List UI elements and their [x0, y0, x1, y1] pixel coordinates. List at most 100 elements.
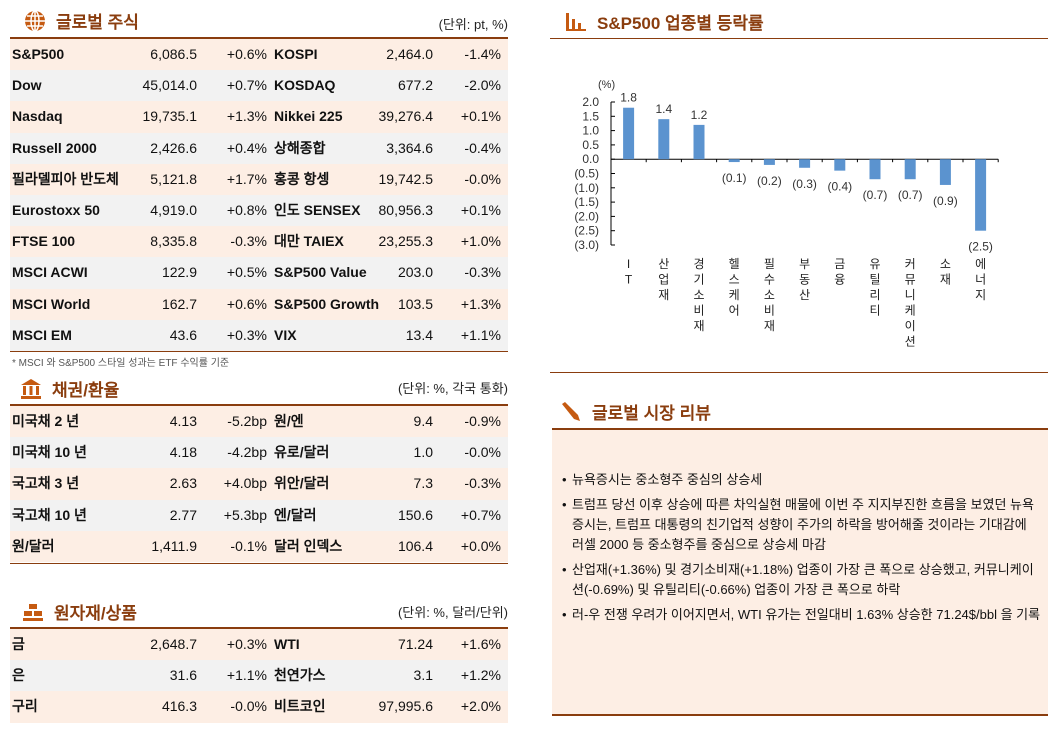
name-cell: 상해종합 — [274, 139, 326, 156]
change-cell: -0.0% — [464, 170, 501, 187]
globe-icon — [25, 9, 45, 32]
review-bullet: 트럼프 당선 이후 상승에 따른 차익실현 매물에 이번 주 지지부진한 흐름을… — [562, 495, 1042, 555]
value-cell: 122.9 — [161, 264, 197, 281]
y-tick-label: (1.5) — [574, 195, 599, 209]
name-cell: 원/엔 — [274, 413, 304, 429]
title-text: 채권/환율 — [52, 381, 120, 400]
section-title-bonds-fx: 채권/환율 — [20, 376, 119, 401]
name-cell: Nikkei 225 — [274, 108, 343, 125]
name-cell: MSCI ACWI — [12, 264, 88, 281]
value-cell: 2.63 — [169, 475, 197, 492]
bar — [975, 159, 987, 231]
name-cell: KOSPI — [274, 46, 318, 62]
change-cell: +1.3% — [460, 295, 501, 312]
value-cell: 13.4 — [405, 326, 433, 343]
table-row: Dow 45,014.0 +0.7% KOSDAQ 677.2 -2.0% — [10, 70, 508, 102]
name-cell: Russell 2000 — [12, 139, 97, 156]
change-cell: -0.9% — [464, 413, 501, 429]
data-label: (0.7) — [863, 188, 888, 202]
data-label: 1.2 — [691, 108, 708, 122]
change-cell: +1.1% — [460, 326, 501, 343]
section-title-commodities: 원자재/상품 — [22, 599, 137, 624]
name-cell: 원/달러 — [12, 537, 55, 554]
y-tick-label: 2.0 — [582, 95, 599, 109]
bank-icon — [21, 378, 41, 399]
bar — [799, 159, 811, 168]
name-cell: FTSE 100 — [12, 233, 76, 250]
commodities-table: 금 2,648.7 +0.3% WTI 71.24 +1.6% 은 31.6 +1.1% 천연가스… — [10, 629, 508, 723]
chart-title: S&P500 업종별 등락률 — [597, 14, 764, 33]
value-cell: 150.6 — [397, 506, 433, 523]
bar — [939, 159, 951, 185]
change-cell: +4.0bp — [223, 475, 267, 492]
change-cell: +1.6% — [460, 636, 501, 652]
table-row: 국고채 10 년 2.77 +5.3bp 엔/달러 150.6 +0.7% — [10, 499, 508, 531]
value-cell: 6,086.5 — [150, 46, 197, 62]
table-row: 미국채 10 년 4.18 -4.2bp 유로/달러 1.0 -0.0% — [10, 437, 508, 469]
bar — [623, 107, 635, 160]
bar — [763, 159, 775, 165]
unit-label: (단위: %, 달러/단위) — [397, 605, 508, 620]
value-cell: 3.1 — [413, 667, 433, 684]
value-cell: 4,919.0 — [150, 201, 197, 218]
table-row: 구리 416.3 -0.0% 비트코인 97,995.6 +2.0% — [10, 691, 508, 723]
value-cell: 9.4 — [413, 413, 433, 429]
change-cell: -2.0% — [464, 77, 501, 94]
title-text: 글로벌 주식 — [56, 13, 139, 32]
unit-label: (단위: %, 각국 통화) — [397, 381, 508, 396]
name-cell: S&P500 Value — [274, 264, 367, 281]
name-cell: MSCI World — [12, 295, 91, 312]
change-cell: +0.0% — [460, 537, 501, 554]
change-cell: +0.6% — [226, 46, 267, 62]
value-cell: 19,735.1 — [142, 108, 198, 125]
change-cell: +0.4% — [226, 139, 267, 156]
data-label: (0.3) — [792, 177, 817, 191]
y-axis-label: (%) — [598, 79, 615, 91]
y-tick-label: 1.5 — [582, 109, 599, 123]
bar — [728, 159, 740, 163]
y-tick-label: (2.5) — [574, 224, 599, 238]
name-cell: 금 — [12, 636, 25, 652]
value-cell: 4.18 — [169, 444, 197, 461]
table-row: MSCI EM 43.6 +0.3% VIX 13.4 +1.1% — [10, 319, 508, 351]
name-cell: 엔/달러 — [274, 506, 317, 523]
change-cell: +0.7% — [226, 77, 267, 94]
value-cell: 19,742.5 — [378, 170, 434, 187]
bar — [658, 119, 670, 160]
data-label: (0.9) — [933, 194, 958, 208]
gold-bars-icon — [23, 603, 43, 621]
change-cell: +0.3% — [226, 326, 267, 343]
table-row: Eurostoxx 50 4,919.0 +0.8% 인도 SENSEX 80,956.… — [10, 194, 508, 227]
change-cell: -0.4% — [464, 139, 501, 156]
name-cell: 유로/달러 — [274, 444, 330, 461]
change-cell: +0.1% — [460, 108, 501, 125]
name-cell: 은 — [12, 667, 25, 684]
change-cell: +0.8% — [226, 201, 267, 218]
table-row: MSCI ACWI 122.9 +0.5% S&P500 Value 203.0 -0.3… — [10, 257, 508, 289]
change-cell: +1.0% — [460, 233, 501, 250]
name-cell: 국고채 10 년 — [12, 506, 87, 523]
change-cell: -4.2bp — [227, 444, 267, 461]
title-text: 글로벌 시장 리뷰 — [592, 404, 711, 423]
name-cell: 달러 인덱스 — [274, 537, 343, 554]
y-tick-label: (2.0) — [574, 209, 599, 223]
y-tick-label: (1.0) — [574, 181, 599, 195]
y-tick-label: 1.0 — [582, 124, 599, 138]
value-cell: 2,464.0 — [386, 46, 433, 62]
value-cell: 677.2 — [397, 77, 433, 94]
title-text: 원자재/상품 — [54, 604, 137, 623]
data-label: 1.8 — [620, 91, 637, 105]
table-row: 원/달러 1,411.9 -0.1% 달러 인덱스 106.4 +0.0% — [10, 530, 508, 562]
data-label: (0.7) — [898, 188, 923, 202]
data-label: (0.2) — [757, 174, 782, 188]
name-cell: Dow — [12, 77, 42, 94]
table-row: 미국채 2 년 4.13 -5.2bp 원/엔 9.4 -0.9% — [10, 406, 508, 438]
name-cell: 위안/달러 — [274, 475, 330, 492]
change-cell: +0.5% — [226, 264, 267, 281]
value-cell: 416.3 — [161, 698, 197, 715]
